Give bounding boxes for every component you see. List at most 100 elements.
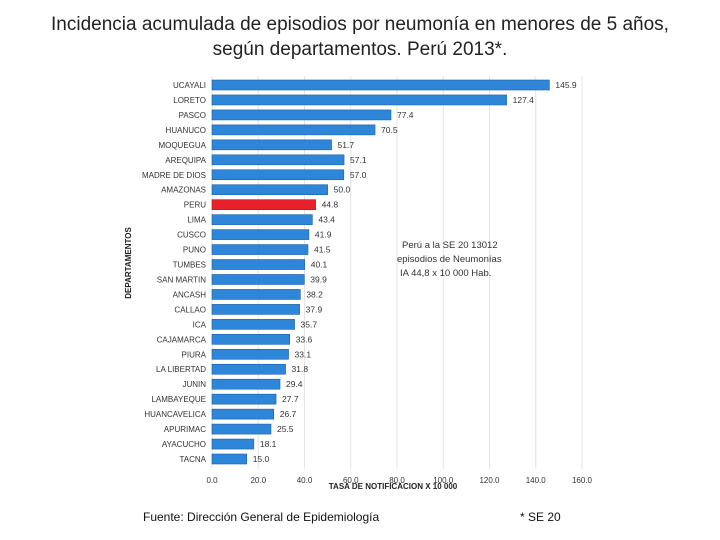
value-label: 18.1 bbox=[260, 439, 277, 449]
bar bbox=[211, 378, 281, 390]
bar bbox=[211, 124, 376, 136]
category-label: MOQUEGUA bbox=[158, 141, 206, 150]
category-label: LORETO bbox=[173, 96, 206, 105]
bar bbox=[211, 304, 300, 315]
value-label: 26.7 bbox=[280, 409, 297, 419]
x-tick-labels: 0.0 20.0 40.0 60.0 80.0 100.0 120.0 140.0 160.0 bbox=[206, 476, 592, 485]
value-labels: 145.9 127.4 77.4 70.5 51.7 57.1 57.0 50.0 44.8 43… bbox=[253, 80, 577, 464]
value-label: 127.4 bbox=[513, 95, 535, 105]
category-label: ICA bbox=[193, 320, 207, 329]
annotation-line-1: Perú a la SE 20 13012 bbox=[402, 240, 498, 251]
bar bbox=[211, 139, 332, 151]
bar bbox=[211, 408, 275, 420]
value-label: 37.9 bbox=[306, 304, 323, 314]
value-label: 15.0 bbox=[253, 454, 270, 464]
value-label: 33.1 bbox=[295, 349, 312, 359]
value-label: 50.0 bbox=[334, 185, 351, 195]
bar bbox=[211, 244, 309, 255]
bar bbox=[211, 393, 277, 405]
footer-source: Fuente: Dirección General de Epidemiolog… bbox=[143, 510, 380, 524]
value-label: 38.2 bbox=[306, 289, 323, 299]
x-tick-label: 160.0 bbox=[572, 476, 593, 485]
category-label: TACNA bbox=[179, 455, 206, 464]
category-label: MADRE DE DIOS bbox=[142, 171, 206, 180]
category-label: APURIMAC bbox=[164, 425, 206, 434]
bar bbox=[211, 94, 507, 106]
bar bbox=[211, 289, 301, 300]
value-label: 145.9 bbox=[555, 80, 577, 90]
category-label: LAMBAYEQUE bbox=[151, 395, 206, 404]
value-label: 35.7 bbox=[301, 319, 318, 329]
bar bbox=[211, 184, 328, 196]
x-tick-label: 60.0 bbox=[343, 476, 359, 485]
bars bbox=[211, 79, 550, 465]
bar bbox=[211, 79, 550, 91]
bar bbox=[211, 199, 316, 210]
x-tick-label: 100.0 bbox=[433, 476, 454, 485]
value-label: 39.9 bbox=[310, 274, 327, 284]
value-label: 57.1 bbox=[350, 155, 367, 165]
annotation-line-3: IA 44,8 x 10 000 Hab. bbox=[400, 268, 491, 279]
annotation: Perú a la SE 20 13012 episodios de Neumo… bbox=[397, 240, 502, 279]
category-label: SAN MARTIN bbox=[157, 275, 206, 284]
value-label: 57.0 bbox=[350, 170, 367, 180]
bar bbox=[211, 348, 289, 360]
bar bbox=[211, 259, 306, 270]
x-tick-label: 40.0 bbox=[297, 476, 313, 485]
category-label: LIMA bbox=[187, 216, 206, 225]
category-label: UCAYALI bbox=[173, 81, 206, 90]
bar bbox=[211, 334, 290, 345]
x-tick-label: 0.0 bbox=[206, 476, 218, 485]
bar bbox=[211, 438, 255, 450]
bar bbox=[211, 453, 247, 465]
bar bbox=[211, 423, 272, 435]
bar bbox=[211, 319, 295, 330]
category-labels: UCAYALI LORETO PASCO HUANUCO MOQUEGUA AREQUIP… bbox=[142, 81, 207, 464]
value-label: 41.9 bbox=[315, 230, 332, 240]
category-label: HUANUCO bbox=[166, 126, 206, 135]
bar bbox=[211, 274, 305, 285]
category-label: PUNO bbox=[183, 246, 206, 255]
x-tick-label: 80.0 bbox=[389, 476, 405, 485]
bar bbox=[211, 169, 345, 181]
x-axis-label: TASA DE NOTIFICACION X 10 000 bbox=[329, 482, 458, 491]
category-label: PERU bbox=[184, 201, 206, 210]
category-label: AMAZONAS bbox=[161, 186, 206, 195]
bar bbox=[211, 363, 286, 375]
category-label: JUNIN bbox=[182, 380, 206, 389]
bar bbox=[211, 214, 313, 225]
value-label: 40.1 bbox=[311, 260, 328, 270]
value-label: 41.5 bbox=[314, 245, 331, 255]
category-label: TUMBES bbox=[173, 261, 206, 270]
value-label: 51.7 bbox=[338, 140, 355, 150]
x-tick-label: 120.0 bbox=[479, 476, 500, 485]
x-tick-label: 20.0 bbox=[250, 476, 266, 485]
bar bbox=[211, 109, 392, 121]
category-label: AYACUCHO bbox=[162, 440, 206, 449]
bar bbox=[211, 154, 345, 166]
chart-title: Incidencia acumulada de episodios por ne… bbox=[51, 14, 669, 60]
annotation-line-2: episodios de Neumonías bbox=[397, 254, 502, 265]
category-label: PIURA bbox=[182, 350, 207, 359]
category-label: HUANCAVELICA bbox=[144, 410, 206, 419]
value-label: 77.4 bbox=[397, 110, 414, 120]
value-label: 43.4 bbox=[318, 215, 335, 225]
category-label: CAJAMARCA bbox=[157, 335, 207, 344]
value-label: 27.7 bbox=[282, 394, 299, 404]
y-axis-label: DEPARTAMENTOS bbox=[124, 227, 133, 299]
x-tick-label: 140.0 bbox=[526, 476, 547, 485]
category-label: CALLAO bbox=[174, 305, 206, 314]
value-label: 31.8 bbox=[292, 364, 309, 374]
category-label: CUSCO bbox=[177, 231, 206, 240]
value-label: 70.5 bbox=[381, 125, 398, 135]
bar bbox=[211, 229, 310, 240]
value-label: 33.6 bbox=[296, 334, 313, 344]
category-label: AREQUIPA bbox=[165, 156, 206, 165]
value-label: 44.8 bbox=[322, 200, 339, 210]
value-label: 29.4 bbox=[286, 379, 303, 389]
category-label: LA LIBERTAD bbox=[156, 365, 206, 374]
value-label: 25.5 bbox=[277, 424, 294, 434]
category-label: PASCO bbox=[179, 111, 206, 120]
category-label: ANCASH bbox=[173, 290, 207, 299]
